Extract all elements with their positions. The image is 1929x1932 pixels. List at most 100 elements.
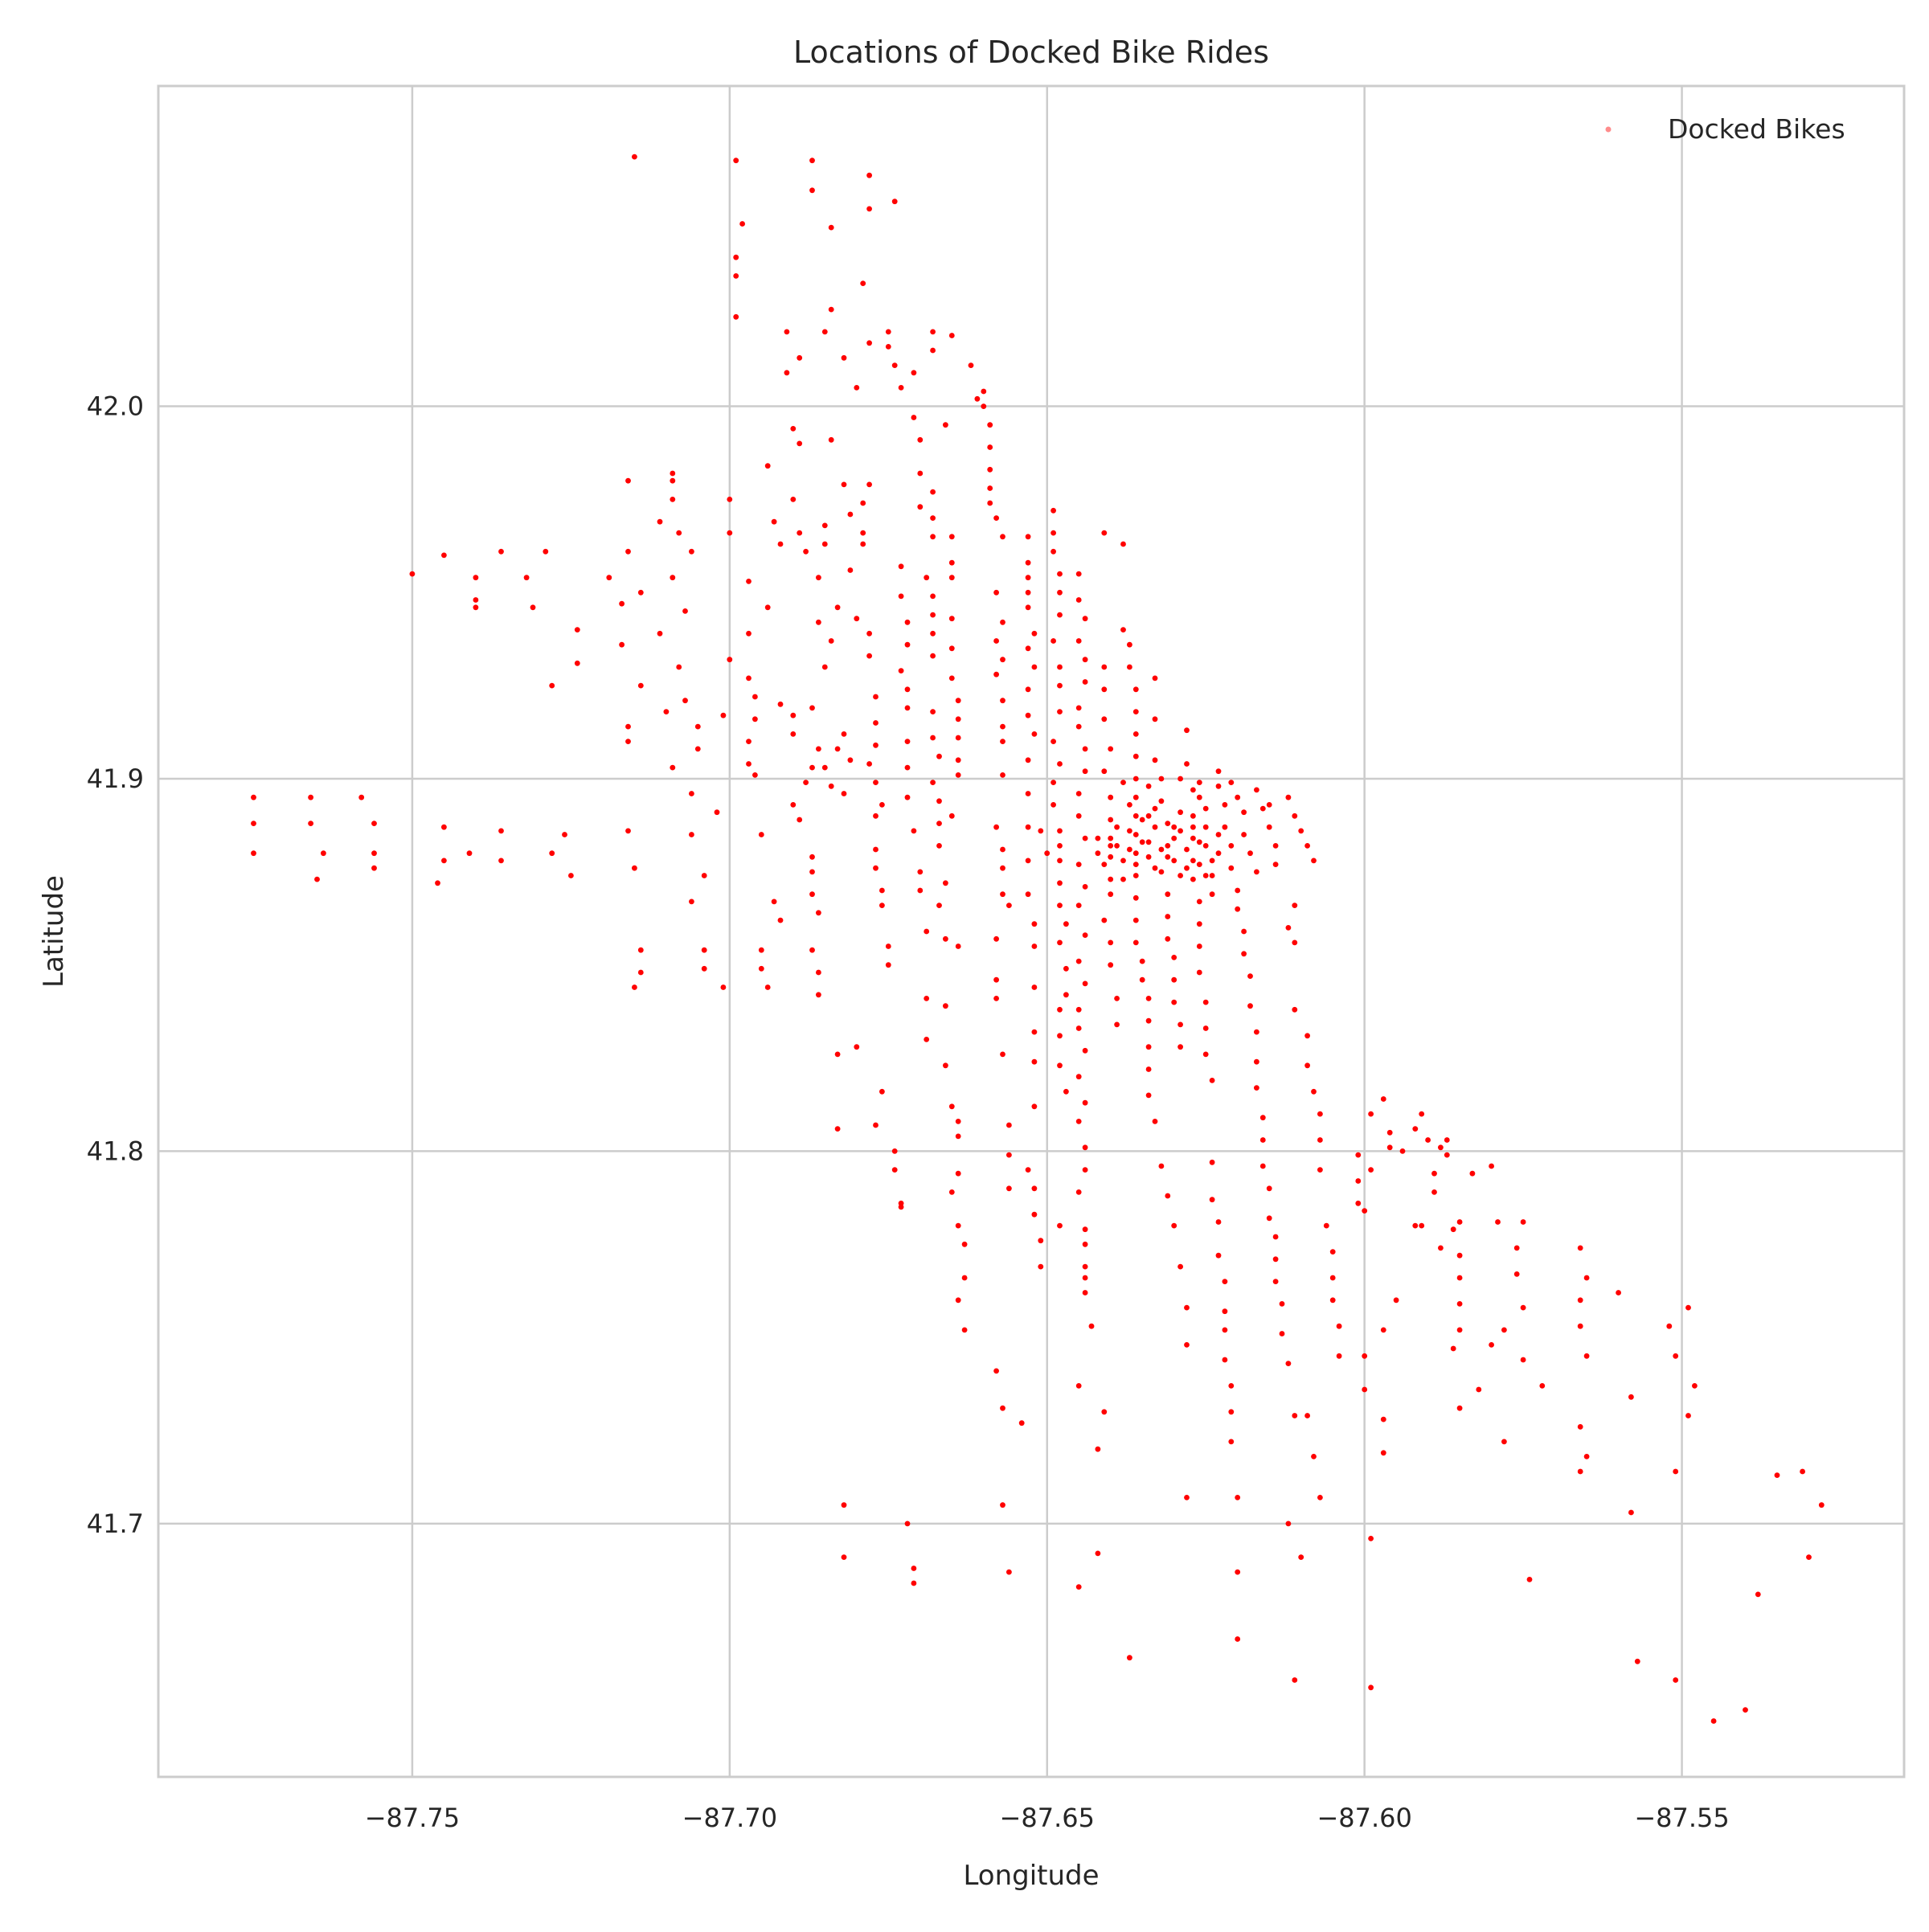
data-point <box>1082 679 1088 685</box>
data-point <box>943 880 948 886</box>
data-point <box>885 344 891 350</box>
data-point <box>1000 739 1005 744</box>
data-point <box>657 518 663 525</box>
data-point <box>1000 619 1005 625</box>
data-point <box>904 1521 911 1527</box>
data-point <box>637 682 644 689</box>
data-point <box>1165 891 1171 898</box>
data-point <box>948 616 955 622</box>
data-point <box>1184 727 1190 734</box>
data-point <box>987 485 993 491</box>
x-tick-label: −87.60 <box>1317 1803 1411 1833</box>
data-point <box>1438 1245 1444 1251</box>
data-point <box>930 593 936 600</box>
data-point <box>879 1088 885 1095</box>
data-point <box>1196 943 1202 949</box>
data-point <box>1120 858 1126 864</box>
data-point <box>1362 1386 1368 1393</box>
data-point <box>1450 1345 1456 1352</box>
data-point <box>314 876 320 882</box>
data-point <box>1101 1409 1108 1415</box>
data-point <box>619 641 625 648</box>
data-point <box>1583 1275 1590 1281</box>
data-point <box>1495 1219 1501 1225</box>
y-tick-label: 42.0 <box>87 391 144 422</box>
data-point <box>1132 850 1139 857</box>
data-point <box>1114 1021 1120 1028</box>
data-point <box>1108 853 1114 860</box>
data-point <box>924 1037 930 1042</box>
data-point <box>1412 1126 1419 1132</box>
data-point <box>1031 1185 1038 1192</box>
data-point <box>1025 559 1031 566</box>
data-point <box>1235 887 1241 894</box>
data-point <box>1165 843 1171 849</box>
data-point <box>891 1148 898 1154</box>
data-point <box>1368 1167 1374 1173</box>
data-point <box>1018 1420 1025 1426</box>
data-point <box>904 686 911 693</box>
y-tick-label: 41.9 <box>87 763 144 794</box>
data-point <box>981 403 987 409</box>
data-point <box>1082 1099 1088 1106</box>
data-point <box>1380 1327 1386 1333</box>
data-point <box>1177 1021 1183 1028</box>
data-point <box>1132 939 1139 946</box>
data-point <box>1292 939 1298 946</box>
data-point <box>1025 891 1031 898</box>
data-point <box>371 865 377 871</box>
data-point <box>948 1189 955 1195</box>
data-point <box>1171 1222 1177 1229</box>
data-point <box>904 794 911 800</box>
data-point <box>1755 1591 1761 1598</box>
data-point <box>1317 1495 1323 1500</box>
data-point <box>1025 645 1031 652</box>
data-point <box>1279 1301 1285 1307</box>
data-point <box>1190 876 1196 882</box>
data-point <box>701 873 707 878</box>
data-point <box>917 887 924 894</box>
data-point <box>955 943 961 949</box>
data-point <box>1075 862 1082 867</box>
data-point <box>1774 1472 1780 1478</box>
data-point <box>670 764 676 771</box>
data-point <box>961 1327 968 1333</box>
data-point <box>866 481 872 488</box>
data-point <box>828 783 834 789</box>
data-point <box>955 735 961 741</box>
data-point <box>1235 1569 1241 1575</box>
data-point <box>1304 1033 1310 1039</box>
data-point <box>1634 1658 1640 1664</box>
data-point <box>1259 1115 1266 1121</box>
data-point <box>1165 914 1171 919</box>
data-point <box>746 739 752 744</box>
data-point <box>1108 876 1114 882</box>
data-point <box>1108 835 1114 841</box>
data-point <box>1501 1439 1507 1445</box>
data-point <box>777 541 784 547</box>
data-point <box>1209 858 1215 864</box>
data-point <box>625 723 631 730</box>
data-point <box>1235 906 1241 912</box>
data-point <box>841 731 847 737</box>
data-point <box>1000 657 1005 663</box>
data-point <box>809 187 815 194</box>
data-point <box>1145 839 1152 845</box>
data-point <box>1456 1219 1463 1225</box>
data-point <box>1222 1357 1228 1363</box>
data-point <box>1132 832 1139 837</box>
data-point <box>1095 835 1101 841</box>
data-point <box>543 548 549 555</box>
data-point <box>1082 768 1088 775</box>
data-point <box>917 470 924 477</box>
data-point <box>841 354 847 361</box>
data-point <box>727 530 733 536</box>
data-point <box>904 764 911 771</box>
data-point <box>924 996 930 1001</box>
data-point <box>936 903 942 908</box>
x-tick-labels: −87.75 −87.70 −87.65 −87.60 −87.55 <box>365 1803 1730 1833</box>
data-point <box>1583 1454 1590 1459</box>
data-point <box>1000 534 1005 540</box>
data-point <box>1075 791 1082 796</box>
